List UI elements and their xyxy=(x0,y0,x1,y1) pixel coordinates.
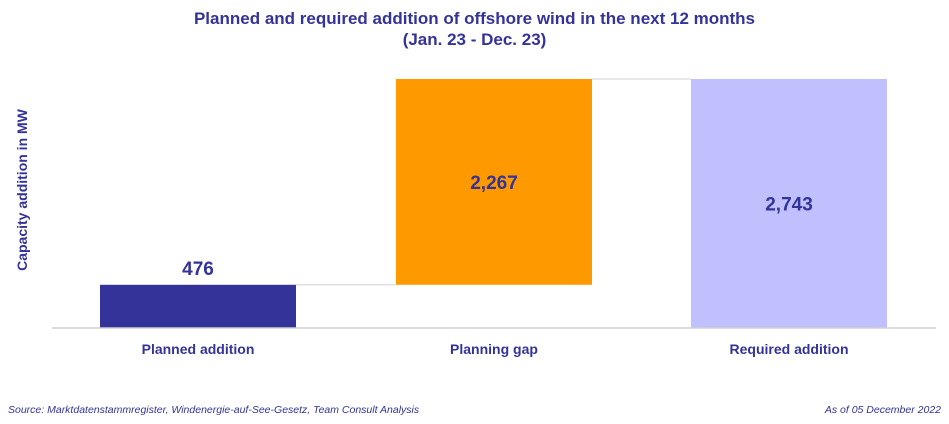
data-label-planning-gap: 2,267 xyxy=(470,173,518,194)
chart-title-line1: Planned and required addition of offshor… xyxy=(193,9,756,28)
x-tick-label-required-addition: Required addition xyxy=(730,341,849,357)
chart-title: Planned and required addition of offshor… xyxy=(0,8,949,50)
source-note: Source: Marktdatenstammregister, Windene… xyxy=(8,404,420,416)
bar-required-addition xyxy=(691,79,887,328)
bar-planning-gap xyxy=(396,79,592,285)
bar-planned-addition xyxy=(100,284,296,328)
data-label-planned-addition: 476 xyxy=(182,259,214,280)
data-label-required-addition: 2,743 xyxy=(765,195,813,216)
chart-title-line2: (Jan. 23 - Dec. 23) xyxy=(402,30,547,49)
x-tick-label-planning-gap: Planning gap xyxy=(450,341,538,357)
as-of-date: As of 05 December 2022 xyxy=(824,404,941,416)
x-tick-label-planned-addition: Planned addition xyxy=(142,341,255,357)
